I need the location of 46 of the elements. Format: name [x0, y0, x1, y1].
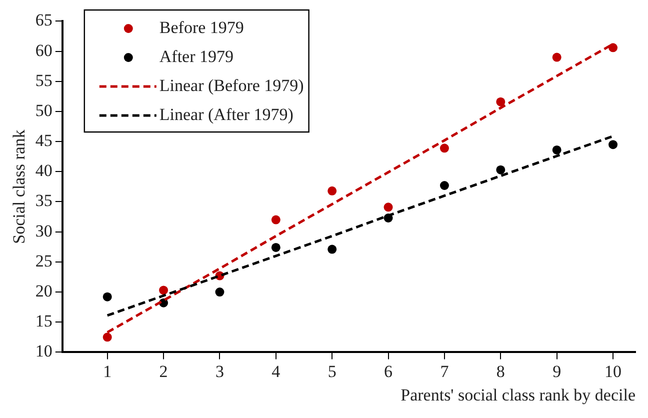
y-tick-label: 50: [35, 100, 52, 120]
x-tick-label: 6: [384, 362, 393, 381]
legend-label: Before 1979: [159, 18, 244, 37]
y-tick-label: 25: [35, 251, 52, 270]
point: [384, 202, 393, 212]
y-tick-label: 55: [35, 70, 52, 90]
x-tick-label: 4: [272, 362, 281, 381]
point: [496, 97, 506, 106]
x-tick-label: 10: [604, 362, 622, 381]
y-tick-label: 40: [35, 161, 52, 180]
point: [271, 242, 280, 252]
point: [552, 145, 562, 154]
point: [328, 186, 337, 196]
y-tick-label: 35: [35, 191, 52, 210]
x-tick-label: 1: [103, 362, 112, 381]
point: [102, 332, 112, 342]
y-tick-label: 60: [35, 40, 52, 60]
point: [159, 286, 168, 295]
point: [328, 244, 337, 254]
x-axis-title: Parents' social class rank by decile: [400, 385, 636, 404]
point: [271, 215, 280, 224]
y-tick-label: 20: [35, 281, 52, 300]
legend-label: Linear (Before 1979): [159, 76, 304, 95]
point: [102, 292, 112, 302]
y-axis-title: Social class rank: [10, 129, 29, 244]
x-tick-label: 7: [440, 362, 450, 381]
y-tick-label: 10: [35, 342, 52, 361]
point: [215, 288, 224, 297]
legend-label: After 1979: [159, 46, 234, 66]
y-tick-label: 30: [35, 221, 52, 240]
x-tick-label: 2: [159, 362, 168, 381]
point: [440, 144, 449, 153]
x-tick-label: 8: [496, 362, 505, 381]
point: [496, 165, 506, 174]
x-tick-label: 3: [215, 362, 224, 381]
line-series: [106, 134, 614, 317]
point: [608, 43, 618, 52]
x-tick-label: 9: [552, 362, 562, 381]
y-tick-label: 65: [35, 10, 52, 30]
x-tick-label: 5: [328, 362, 336, 381]
y-tick-label: 45: [35, 131, 52, 150]
y-tick-label: 15: [35, 312, 52, 331]
point: [608, 140, 618, 150]
legend-label: Linear (After 1979): [159, 104, 294, 124]
point: [552, 52, 562, 62]
point: [440, 180, 449, 190]
